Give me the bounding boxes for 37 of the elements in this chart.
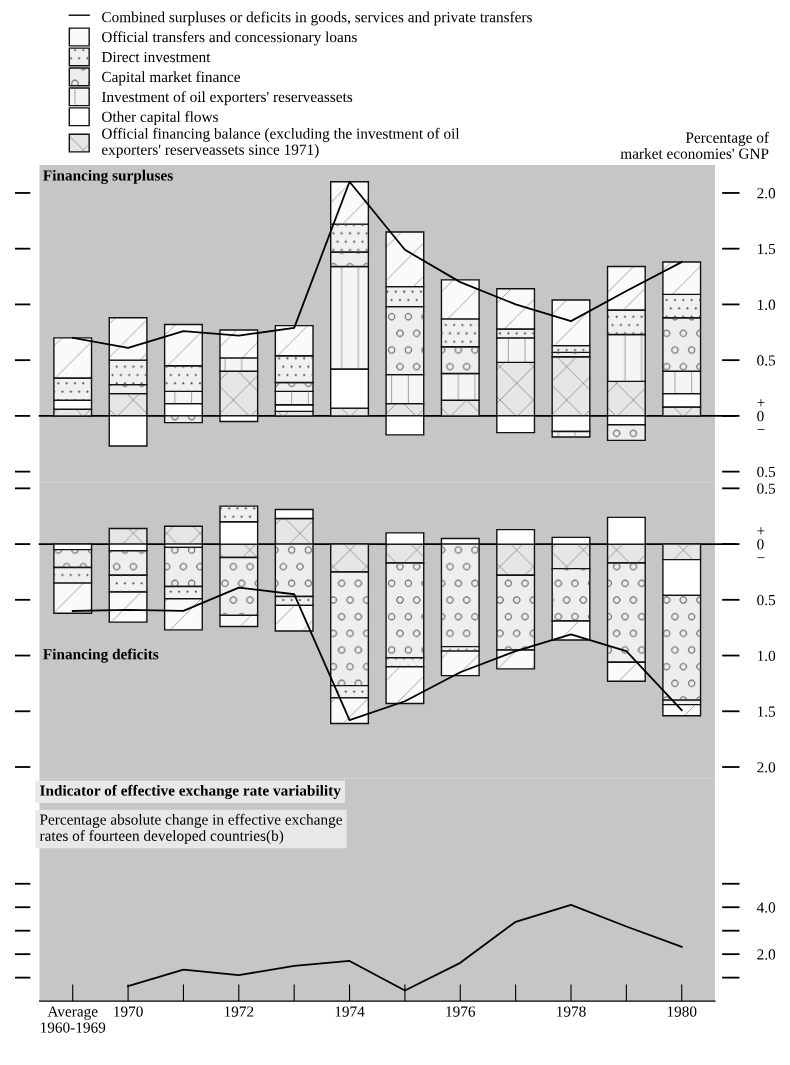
y-tick-label: 0 bbox=[757, 539, 764, 550]
y-tick-label: 1.5 bbox=[757, 243, 776, 255]
y-tick-label: 1.0 bbox=[757, 299, 776, 310]
chart-title: Indicator of effective exchange rate variability bbox=[40, 784, 341, 799]
y-tick-label: 0.5 bbox=[757, 483, 776, 494]
legend-label: Direct investment bbox=[101, 51, 211, 63]
y-tick-label: 2.0 bbox=[757, 188, 776, 199]
y-tick-label: 4.0 bbox=[756, 902, 776, 913]
x-tick-label: 1970 bbox=[114, 1006, 143, 1017]
legend-label: Capital market finance bbox=[102, 71, 240, 86]
text: Financing deficits bbox=[43, 648, 159, 663]
y-tick-label: + bbox=[757, 399, 765, 407]
x-tick-label: 1980 bbox=[667, 1006, 697, 1017]
y-tick-label: 2.0 bbox=[757, 949, 776, 960]
y-tick-label: − bbox=[757, 557, 765, 559]
x-tick-label: 1978 bbox=[557, 1006, 586, 1017]
y-tick-label: 0.5 bbox=[757, 594, 776, 606]
legend-label: Other capital flows bbox=[102, 111, 218, 126]
y-tick-label: 2.0 bbox=[757, 762, 776, 773]
y-tick-label: + bbox=[757, 527, 765, 535]
y-tick-label: 0.5 bbox=[757, 466, 776, 478]
x-tick-label: Average 1960-1969 bbox=[40, 1006, 106, 1033]
x-tick-label: 1976 bbox=[446, 1006, 476, 1017]
y-tick-label: − bbox=[757, 429, 765, 430]
text: Percentage absolute change in effective exchange rates of fourteen developed countries(b) bbox=[39, 813, 342, 845]
y-tick-label: 1.0 bbox=[757, 650, 776, 662]
legend-label: Official transfers and concessionary loans bbox=[102, 31, 357, 46]
y-tick-label: 0.5 bbox=[757, 355, 776, 366]
legend-label: Official financing balance (excluding the investment of oil exporters' reserveassets since 1971) bbox=[101, 127, 460, 158]
y-tick-label: 0 bbox=[757, 411, 764, 422]
x-tick-label: 1972 bbox=[224, 1006, 254, 1017]
chart-title: Financing surpluses bbox=[43, 169, 173, 184]
legend-label: Investment of oil exporters' reserveassets bbox=[101, 91, 353, 106]
y-axis-title: Percentage of market economies' GNP bbox=[620, 131, 769, 159]
legend-label: Combined surpluses or deficits in goods, services and private transfers bbox=[102, 11, 532, 26]
y-tick-label: 1.5 bbox=[757, 706, 776, 717]
x-tick-label: 1974 bbox=[335, 1006, 365, 1017]
